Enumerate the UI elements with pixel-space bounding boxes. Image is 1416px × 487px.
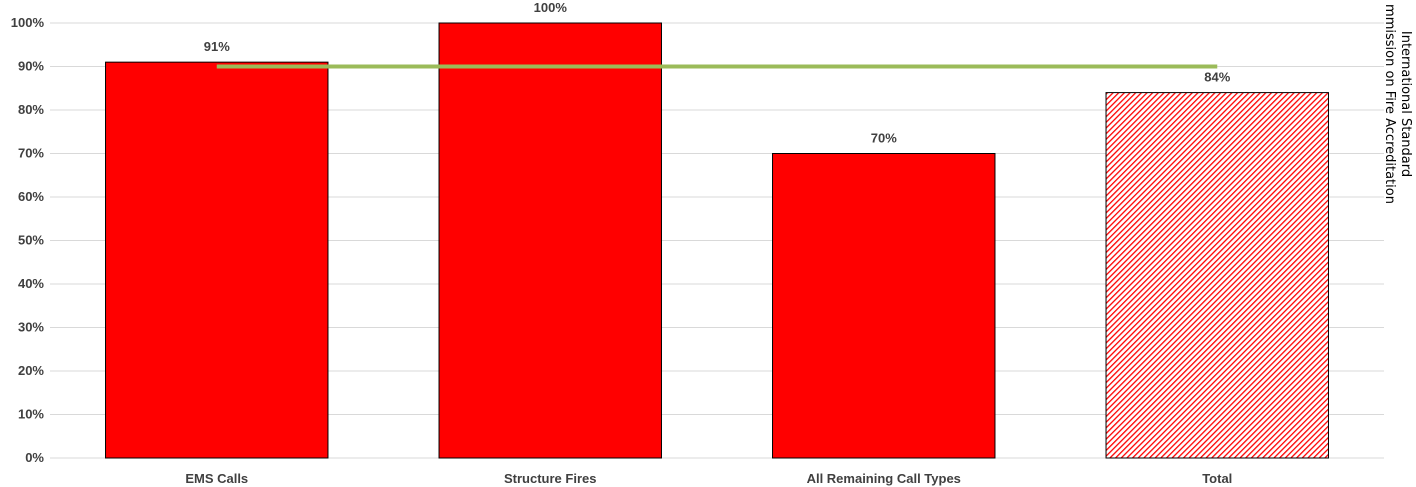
- bar-structure-fires: [438, 22, 662, 459]
- y-tick-label: 80%: [18, 102, 44, 117]
- data-label: 70%: [871, 131, 897, 146]
- y-tick-label: 50%: [18, 233, 44, 248]
- bar-all-remaining-call-types: [772, 153, 996, 459]
- y-tick-label: 10%: [18, 407, 44, 422]
- y-tick-label: 40%: [18, 276, 44, 291]
- data-labels: 91% 100% 70% 84%: [204, 0, 1231, 146]
- data-label: 84%: [1204, 70, 1230, 85]
- y-tick-label: 0%: [25, 450, 44, 465]
- x-axis-category-labels: EMS Calls Structure Fires All Remaining Ca…: [185, 471, 1232, 486]
- bars: [105, 22, 1329, 459]
- y-tick-label: 20%: [18, 363, 44, 378]
- y-tick-label: 70%: [18, 146, 44, 161]
- category-label: EMS Calls: [185, 471, 248, 486]
- category-label: Structure Fires: [504, 471, 596, 486]
- category-label: All Remaining Call Types: [807, 471, 961, 486]
- side-label-line: International Standard: [1398, 31, 1413, 177]
- side-annotation: mmission on Fire Accreditation Internatio…: [1382, 4, 1413, 204]
- side-label-line: mmission on Fire Accreditation: [1382, 4, 1397, 204]
- y-tick-label: 60%: [18, 189, 44, 204]
- bar-ems-calls: [105, 61, 329, 459]
- data-label: 100%: [534, 0, 568, 15]
- data-label: 91%: [204, 39, 230, 54]
- y-axis-tick-labels: 0% 10% 20% 30% 40% 50% 60% 70% 80% 90% 100%: [11, 15, 45, 465]
- y-tick-label: 90%: [18, 59, 44, 74]
- bar-total: [1105, 92, 1329, 459]
- category-label: Total: [1202, 471, 1232, 486]
- y-tick-label: 30%: [18, 320, 44, 335]
- y-tick-label: 100%: [11, 15, 45, 30]
- side-annotation-text: mmission on Fire Accreditation Internatio…: [1382, 4, 1413, 204]
